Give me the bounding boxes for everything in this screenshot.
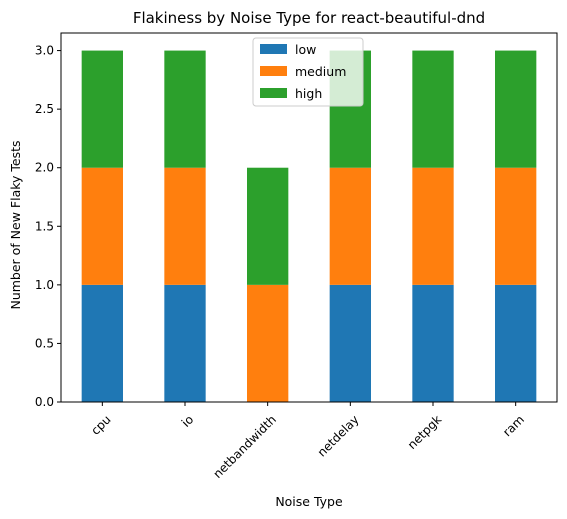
legend-swatch-medium [260, 66, 287, 76]
x-tick-label-io: io [179, 412, 196, 429]
legend-swatch-high [260, 88, 287, 98]
bar-cpu-low [81, 284, 123, 402]
y-tick-label: 1.0 [35, 278, 54, 292]
axes-frame [60, 32, 558, 403]
bar-netdelay-medium [329, 167, 371, 285]
y-tick-label: 0.0 [35, 395, 54, 409]
legend-swatch-low [260, 44, 287, 54]
y-axis-ticks: 0.0 0.5 1.0 1.5 2.0 2.5 3.0 [35, 44, 61, 409]
bar-netdelay-low [329, 284, 371, 402]
legend-label-low: low [295, 42, 316, 57]
x-axis-ticks: cpu io netbandwidth netdelay netpgk ram [88, 402, 527, 481]
plot-frame [60, 32, 558, 403]
legend-label-high: high [295, 86, 322, 101]
bar-netpgk-low [412, 284, 454, 402]
bar-cpu-medium [81, 167, 123, 285]
x-tick-label-cpu: cpu [88, 412, 113, 437]
bars-layer [81, 50, 537, 402]
x-tick-label-netbandwidth: netbandwidth [210, 412, 279, 481]
bar-io-high [164, 50, 206, 168]
x-axis-label: Noise Type [275, 494, 343, 509]
bar-netbandwidth-medium [247, 284, 289, 402]
bar-ram-medium [495, 167, 537, 285]
x-tick-label-netpgk: netpgk [405, 412, 445, 452]
bar-netbandwidth-high [247, 167, 289, 285]
legend-label-medium: medium [295, 64, 346, 79]
y-tick-label: 2.0 [35, 161, 54, 175]
bar-io-low [164, 284, 206, 402]
y-tick-label: 3.0 [35, 44, 54, 58]
bar-ram-high [495, 50, 537, 168]
bar-cpu-high [81, 50, 123, 168]
y-tick-label: 2.5 [35, 102, 54, 116]
x-tick-label-ram: ram [500, 412, 527, 439]
bar-io-medium [164, 167, 206, 285]
y-axis-label: Number of New Flaky Tests [8, 140, 23, 309]
bar-netpgk-medium [412, 167, 454, 285]
x-tick-label-netdelay: netdelay [315, 412, 362, 459]
bar-ram-low [495, 284, 537, 402]
y-tick-label: 0.5 [35, 336, 54, 350]
y-tick-label: 1.5 [35, 219, 54, 233]
chart-title: Flakiness by Noise Type for react-beauti… [133, 9, 485, 27]
bar-netpgk-high [412, 50, 454, 168]
legend: low medium high [252, 37, 364, 107]
